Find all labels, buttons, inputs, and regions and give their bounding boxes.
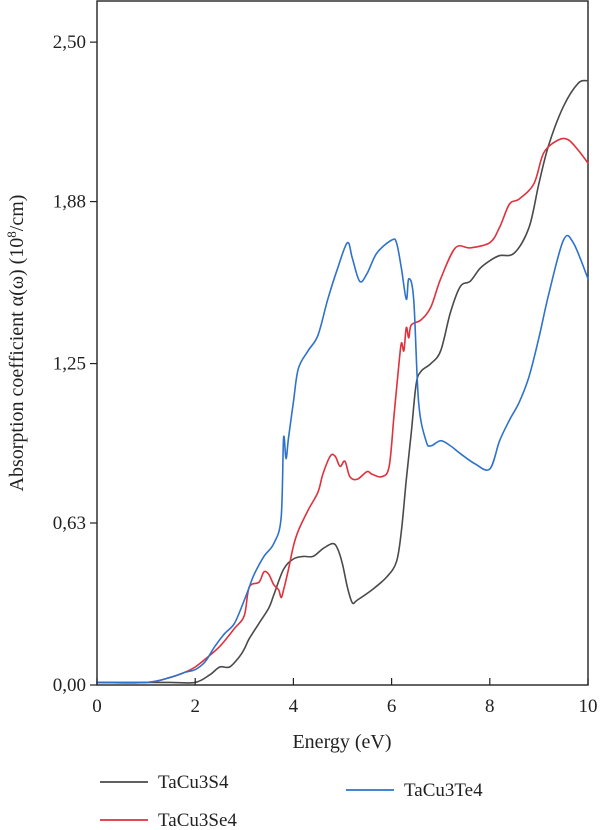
- legend-label-1: TaCu3S4: [158, 772, 229, 793]
- legend-label-2: TaCu3Se4: [158, 810, 237, 830]
- plot-frame: [96, 0, 589, 686]
- y-tick-label: 0,63: [53, 513, 86, 534]
- x-tick-label: 2: [190, 696, 200, 717]
- y-axis-title: Absorption coefficient α(ω) (108/cm): [4, 195, 28, 492]
- y-axis-title-suffix: /cm): [6, 195, 28, 232]
- legend: TaCu3S4 TaCu3Se4 TaCu3Te4: [100, 772, 483, 830]
- y-axis-title-sup: 8: [4, 231, 19, 238]
- x-axis-title: Energy (eV): [292, 731, 391, 753]
- x-tick-label: 6: [387, 696, 397, 717]
- x-tick-label: 4: [289, 696, 299, 717]
- y-tick-label: 1,25: [53, 354, 86, 375]
- y-tick-label: 2,50: [53, 32, 86, 53]
- series-line-1: [96, 79, 589, 684]
- x-tick-label: 8: [485, 696, 495, 717]
- axis-ticks: 0 2 4 6 8 10 0,00 0,63 1,25 1,88 2,50: [53, 32, 598, 717]
- legend-label-3: TaCu3Te4: [404, 780, 483, 801]
- y-axis-title-prefix: Absorption coefficient α(ω) (10: [6, 238, 28, 492]
- y-tick-label: 1,88: [53, 192, 86, 213]
- x-tick-label: 10: [579, 696, 598, 717]
- series-lines: [96, 79, 589, 684]
- x-tick-label: 0: [92, 696, 102, 717]
- series-line-3: [96, 234, 589, 684]
- y-tick-label: 0,00: [53, 675, 86, 696]
